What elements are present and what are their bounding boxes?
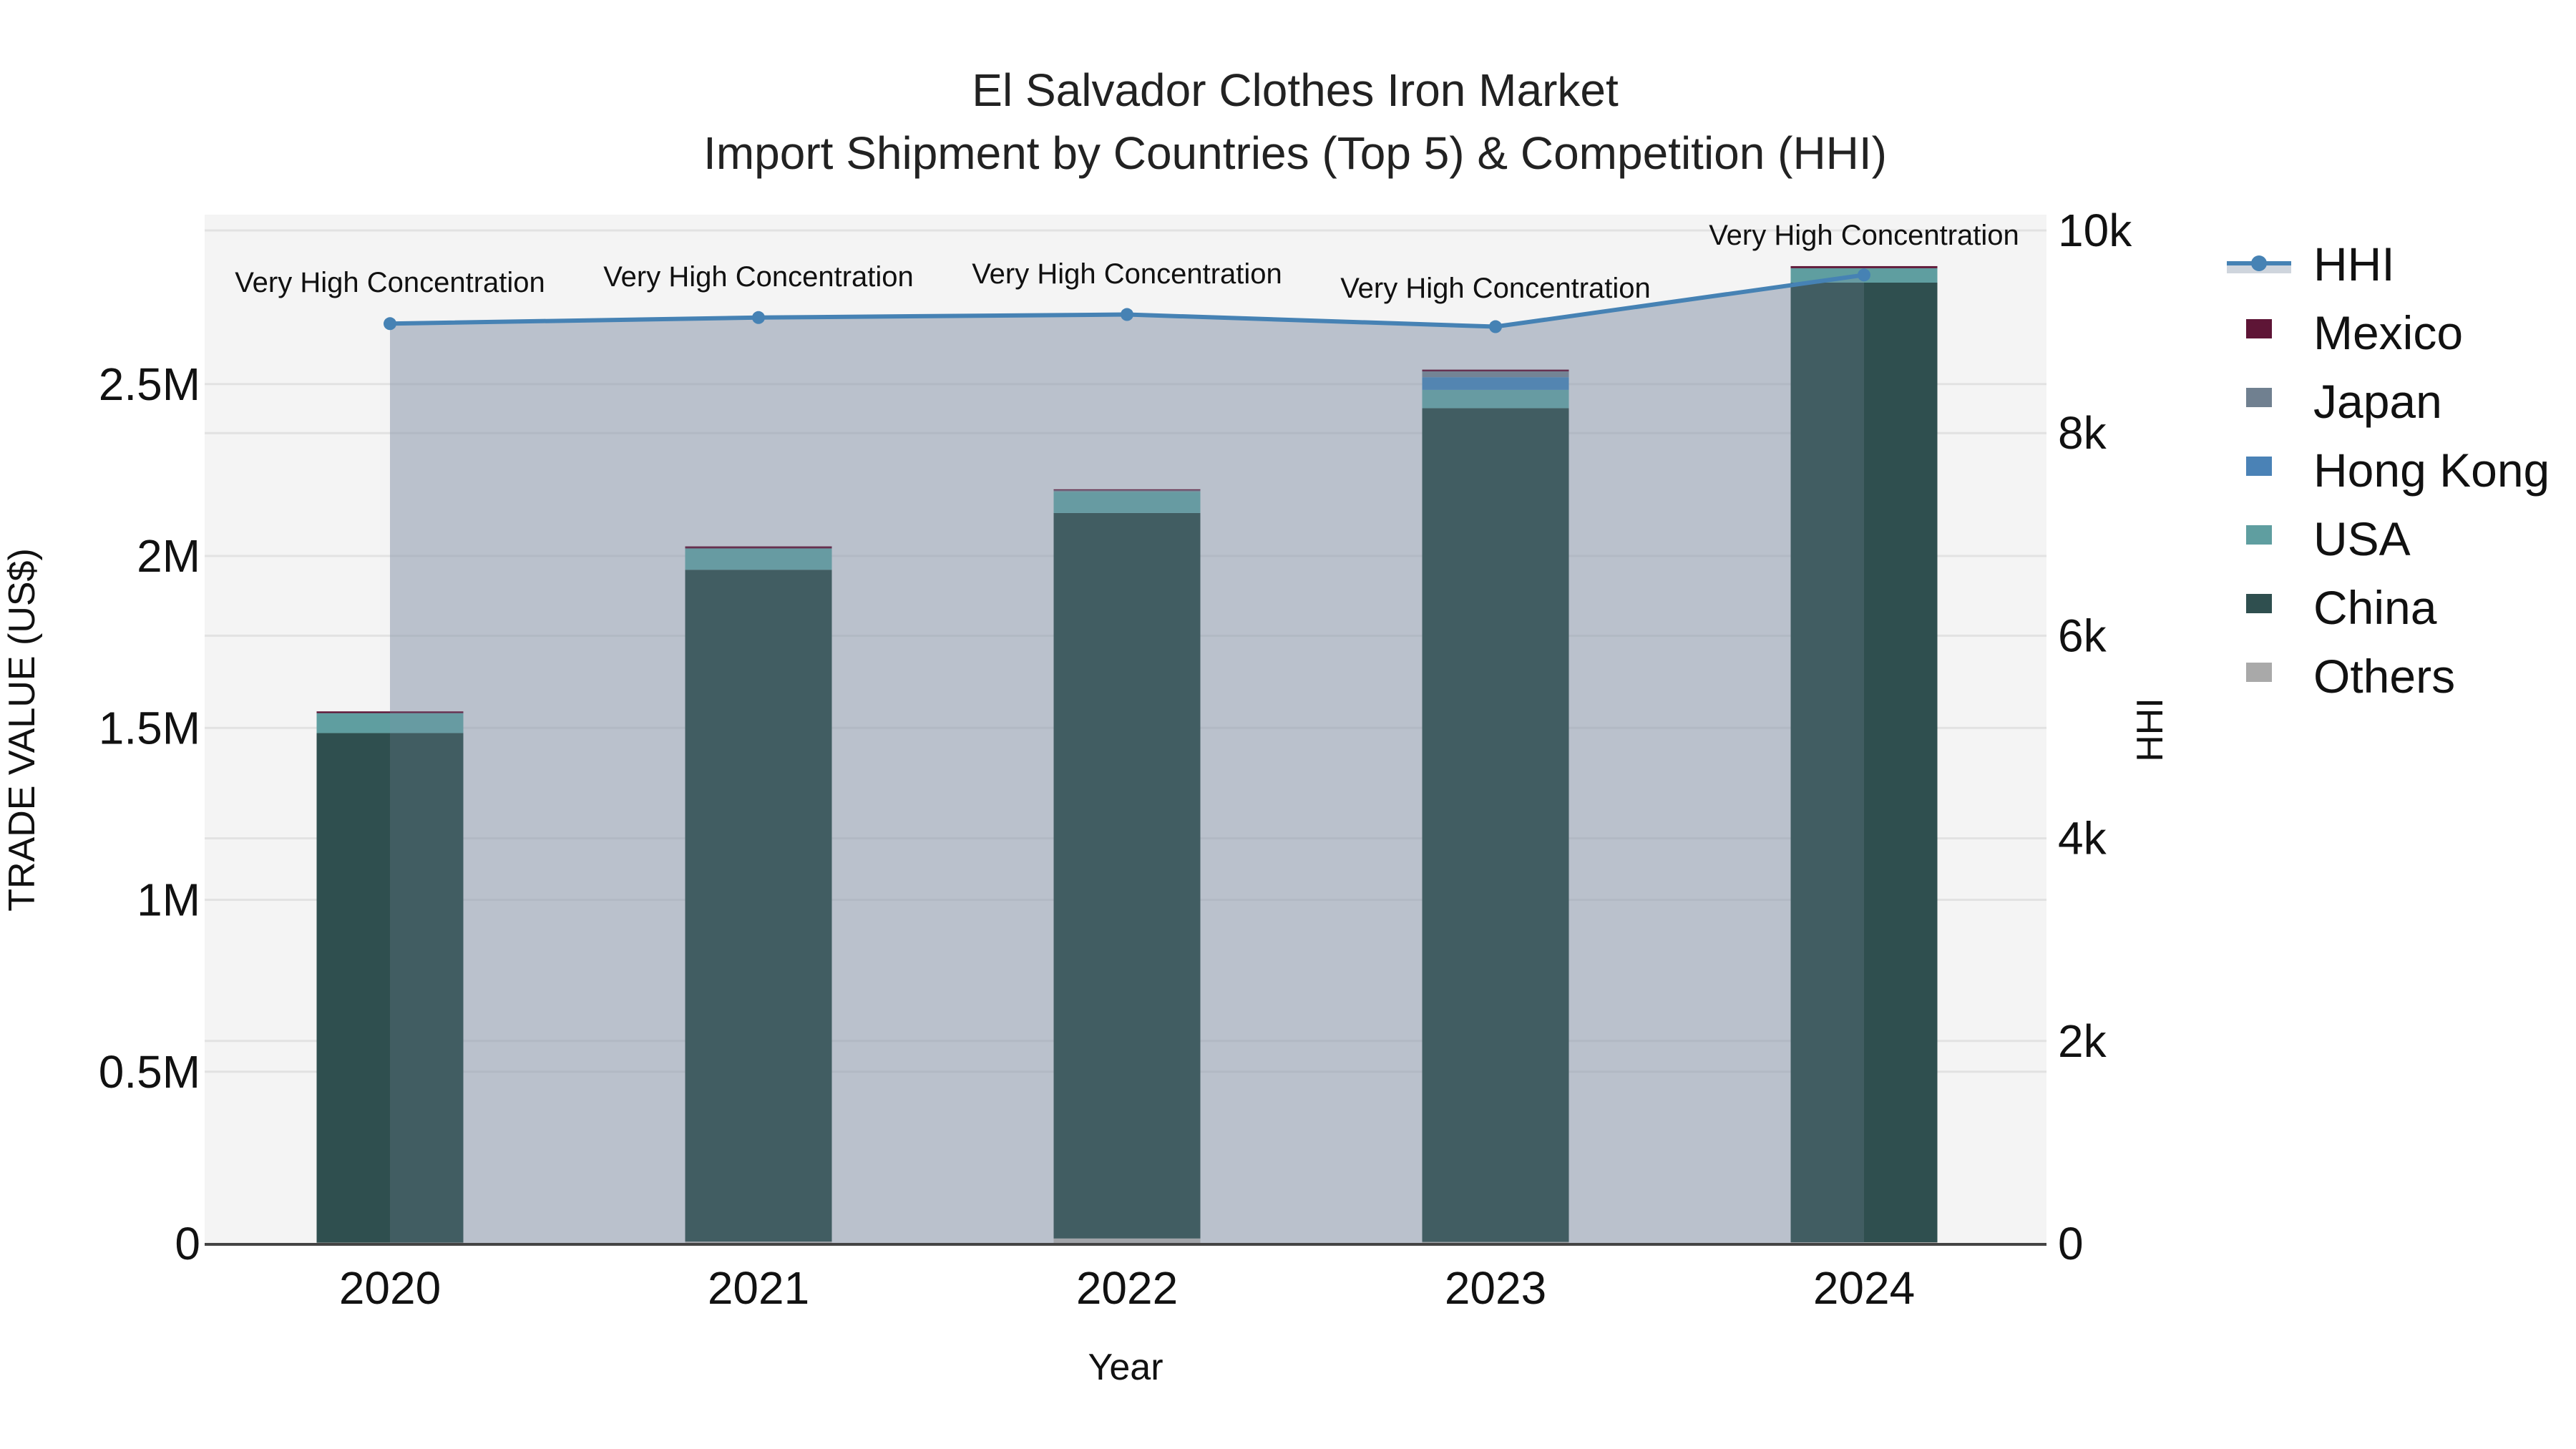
bar-segment-china [1053,512,1201,1239]
y-left-axis-title: TRADE VALUE (US$) [1,548,43,912]
legend-item-japan[interactable]: Japan [2246,375,2442,428]
hhi-marker [1489,320,1502,333]
annotations: Very High Concentration Very High Concent… [235,220,2019,304]
x-axis-ticks: 2020 2021 2022 2023 2024 [339,1262,1915,1314]
bar-segment-china [1790,283,1938,1243]
legend-swatch-icon [2246,525,2272,545]
legend-marker-icon [2251,255,2267,271]
legend-swatch-icon [2246,594,2272,613]
annotation-label: Very High Concentration [603,261,914,293]
x-tick: 2023 [1445,1262,1546,1314]
legend: HHI Mexico Japan Hong Kong USA China Others [2227,238,2550,703]
hhi-marker [1858,268,1870,282]
bar-segment-others [1053,1238,1201,1244]
legend-label: Japan [2313,375,2442,428]
legend-swatch-icon [2246,457,2272,476]
y-left-tick: 1.5M [99,702,200,753]
y-right-tick: 6k [2058,610,2107,661]
hhi-marker [384,317,396,331]
bar-segment-mexico [1790,265,1938,268]
bar-2024 [1790,265,1938,1244]
y-left-tick: 2M [137,530,200,582]
bar-segment-usa [1422,389,1569,409]
bar-segment-japan [1053,490,1201,492]
legend-swatch-icon [2246,388,2272,407]
bar-segment-mexico [316,711,464,713]
bar-2021 [685,546,832,1244]
legend-label: USA [2313,512,2411,565]
left-axis-ticks: 0 0.5M 1M 1.5M 2M 2.5M [99,358,200,1269]
bar-segment-mexico [1422,369,1569,371]
legend-item-mexico[interactable]: Mexico [2246,306,2463,359]
x-tick: 2022 [1076,1262,1178,1314]
hhi-marker [752,311,765,324]
bar-segment-usa [685,548,832,570]
hhi-area-overlay [390,275,1864,1244]
chart-title-line2: Import Shipment by Countries (Top 5) & C… [703,127,1887,179]
x-tick: 2020 [339,1262,441,1314]
annotation-label: Very High Concentration [1709,220,2019,251]
legend-label: Hong Kong [2313,444,2550,497]
legend-swatch-icon [2246,663,2272,682]
chart-title-line1: El Salvador Clothes Iron Market [972,64,1619,116]
y-left-tick: 1M [137,874,200,926]
x-axis-title: Year [1088,1347,1163,1388]
bar-2020 [316,711,464,1244]
annotation-label: Very High Concentration [235,267,545,298]
bar-segment-usa [316,713,464,733]
y-left-tick: 0.5M [99,1046,200,1098]
bar-segment-hong-kong [1422,377,1569,390]
annotation-label: Very High Concentration [1340,273,1651,304]
x-tick: 2024 [1813,1262,1915,1314]
y-right-tick: 4k [2058,813,2107,864]
legend-item-hong-kong[interactable]: Hong Kong [2246,444,2550,497]
bar-segment-usa [1053,492,1201,513]
y-right-axis-title: HHI [2129,698,2171,762]
bar-segment-japan [1422,371,1569,378]
bar-segment-china [1422,408,1569,1242]
y-right-tick: 0 [2058,1218,2084,1269]
right-axis-ticks: 0 2k 4k 6k 8k 10k [2058,205,2132,1269]
y-right-tick: 2k [2058,1015,2107,1067]
bar-segment-mexico [685,546,832,549]
y-left-tick: 0 [175,1218,200,1269]
annotation-label: Very High Concentration [972,258,1282,290]
y-right-tick: 8k [2058,407,2107,459]
bar-segment-others [1422,1241,1569,1244]
bar-2022 [1053,489,1201,1244]
x-tick: 2021 [708,1262,809,1314]
legend-label: China [2313,581,2437,634]
stacked-bars [316,265,1938,1244]
legend-item-hhi[interactable]: HHI [2227,238,2395,291]
bar-segment-others [685,1241,832,1244]
legend-swatch-icon [2246,319,2272,338]
bar-segment-mexico [1053,489,1201,491]
y-right-tick: 10k [2058,205,2132,256]
legend-item-usa[interactable]: USA [2246,512,2411,565]
bar-segment-china [685,570,832,1242]
legend-label: HHI [2313,238,2395,291]
legend-label: Mexico [2313,306,2463,359]
legend-item-china[interactable]: China [2246,581,2437,634]
legend-item-others[interactable]: Others [2246,650,2455,703]
bar-segment-china [316,733,464,1243]
y-left-tick: 2.5M [99,358,200,410]
legend-label: Others [2313,650,2455,703]
hhi-marker [1121,308,1133,321]
hhi-line [384,268,1870,333]
bar-2023 [1422,369,1569,1244]
